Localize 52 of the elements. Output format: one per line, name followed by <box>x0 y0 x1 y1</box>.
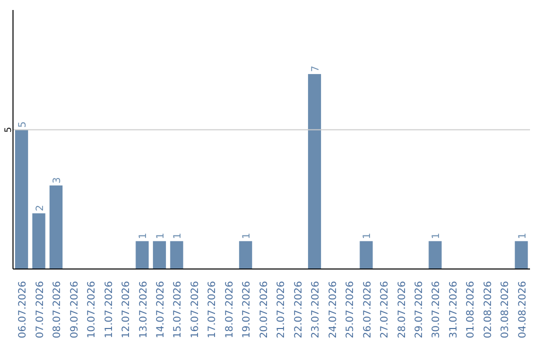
data-label: 1 <box>431 232 442 240</box>
data-label: 1 <box>138 232 150 240</box>
x-tick-label: 27.07.2026 <box>380 281 391 338</box>
bar <box>32 213 46 269</box>
x-tick-label: 29.07.2026 <box>414 281 425 338</box>
x-tick-label: 21.07.2026 <box>276 281 288 338</box>
x-tick-label: 20.07.2026 <box>258 281 270 338</box>
bar <box>136 241 149 269</box>
bar <box>170 241 184 269</box>
x-tick-label: 01.08.2026 <box>466 281 477 338</box>
x-tick-label: 19.07.2026 <box>242 281 253 338</box>
x-tick-label: 12.07.2026 <box>121 281 132 338</box>
bar <box>514 241 528 269</box>
x-tick-label: 07.07.2026 <box>34 281 46 338</box>
x-tick-label: 02.08.2026 <box>482 281 494 338</box>
x-tick-label: 23.07.2026 <box>310 281 322 338</box>
bar <box>15 130 28 269</box>
x-tick-label: 17.07.2026 <box>207 281 218 338</box>
x-tick-label: 10.07.2026 <box>86 281 98 338</box>
data-label: 3 <box>52 177 64 184</box>
x-tick-label: 14.07.2026 <box>155 281 166 338</box>
bar <box>239 241 252 269</box>
x-tick-label: 06.07.2026 <box>18 281 29 338</box>
data-label: 7 <box>310 66 322 72</box>
x-tick-label: 25.07.2026 <box>345 281 356 338</box>
data-label: 5 <box>4 126 14 133</box>
x-tick-label: 24.07.2026 <box>328 281 339 338</box>
x-tick-label: 03.08.2026 <box>500 281 512 338</box>
data-label: 1 <box>517 232 528 240</box>
x-tick-label: 30.07.2026 <box>431 281 442 338</box>
data-label: 1 <box>155 232 166 240</box>
x-tick-label: 04.08.2026 <box>517 281 528 338</box>
data-label: 1 <box>172 232 184 240</box>
bar <box>360 241 373 269</box>
x-tick-label: 18.07.2026 <box>224 281 236 338</box>
x-tick-label: 26.07.2026 <box>362 281 374 338</box>
bar <box>50 185 63 269</box>
x-tick-label: 28.07.2026 <box>396 281 408 338</box>
x-tick-label: 09.07.2026 <box>69 281 80 338</box>
x-tick-label: 22.07.2026 <box>293 281 304 338</box>
x-tick-label: 08.07.2026 <box>52 281 64 338</box>
data-label: 1 <box>242 232 253 240</box>
data-label: 2 <box>34 204 46 212</box>
x-tick-label: 16.07.2026 <box>190 281 201 338</box>
x-tick-label: 11.07.2026 <box>104 281 115 338</box>
bar <box>308 74 322 269</box>
x-tick-label: 31.07.2026 <box>448 281 460 338</box>
data-label: 1 <box>362 232 374 240</box>
bar <box>428 241 442 269</box>
bar <box>152 241 166 269</box>
x-tick-label: 13.07.2026 <box>138 281 150 338</box>
x-tick-label: 15.07.2026 <box>172 281 184 338</box>
